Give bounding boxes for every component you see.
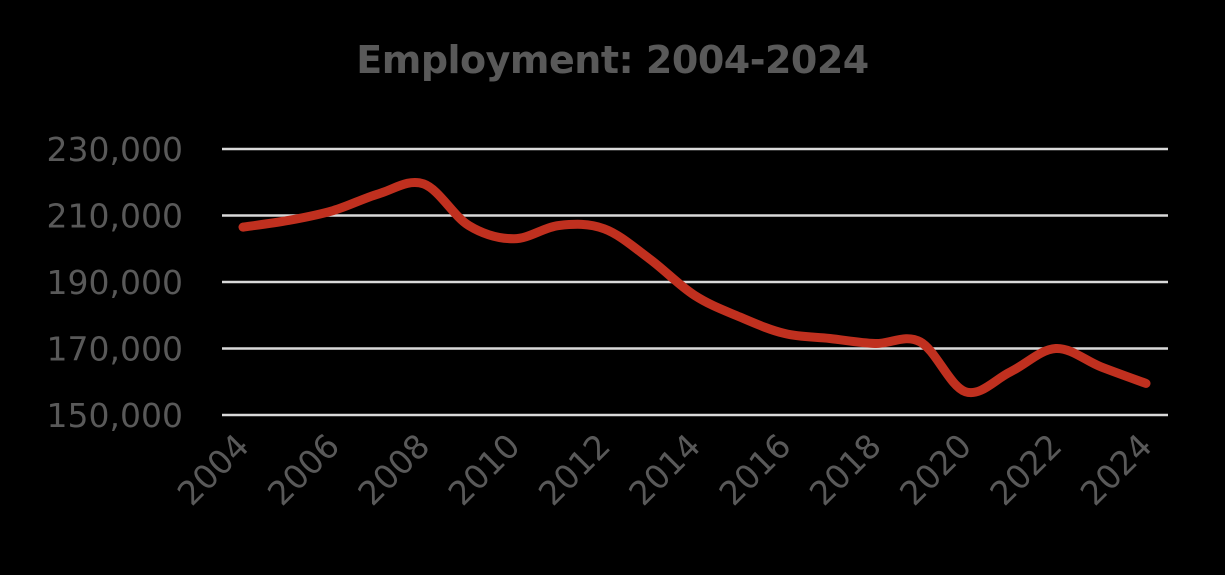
y-tick-label: 210,000: [47, 197, 183, 236]
employment-line: [238, 178, 1151, 398]
x-tick-label: 2008: [350, 426, 437, 513]
x-tick-label: 2022: [982, 426, 1069, 513]
y-tick-label: 170,000: [47, 330, 183, 369]
x-tick-label: 2020: [892, 426, 979, 513]
x-tick-label: 2016: [711, 426, 798, 513]
x-tick-label: 2012: [531, 426, 618, 513]
x-tick-label: 2014: [621, 426, 708, 513]
y-tick-label: 230,000: [47, 130, 183, 169]
x-tick-label: 2010: [441, 426, 528, 513]
x-tick-label: 2006: [260, 426, 347, 513]
x-tick-label: 2018: [802, 426, 889, 513]
y-tick-label: 190,000: [47, 263, 183, 302]
x-tick-label: 2024: [1073, 426, 1160, 513]
chart-title: Employment: 2004-2024: [356, 38, 869, 82]
gridlines: [222, 147, 1168, 417]
x-tick-label: 2004: [170, 426, 257, 513]
y-axis-labels: 150,000 170,000 190,000 210,000 230,000: [47, 130, 183, 435]
y-tick-label: 150,000: [47, 396, 183, 435]
x-axis-labels: 2004 2006 2008 2010 2012 2014 2016 2018 2020 2022…: [170, 426, 1160, 513]
